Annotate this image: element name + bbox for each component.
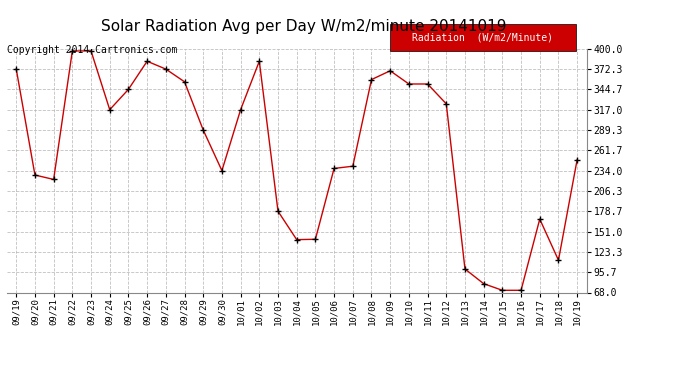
Text: Copyright 2014 Cartronics.com: Copyright 2014 Cartronics.com [7, 45, 177, 55]
Text: Solar Radiation Avg per Day W/m2/minute 20141019: Solar Radiation Avg per Day W/m2/minute … [101, 19, 506, 34]
Text: Radiation  (W/m2/Minute): Radiation (W/m2/Minute) [413, 33, 553, 42]
